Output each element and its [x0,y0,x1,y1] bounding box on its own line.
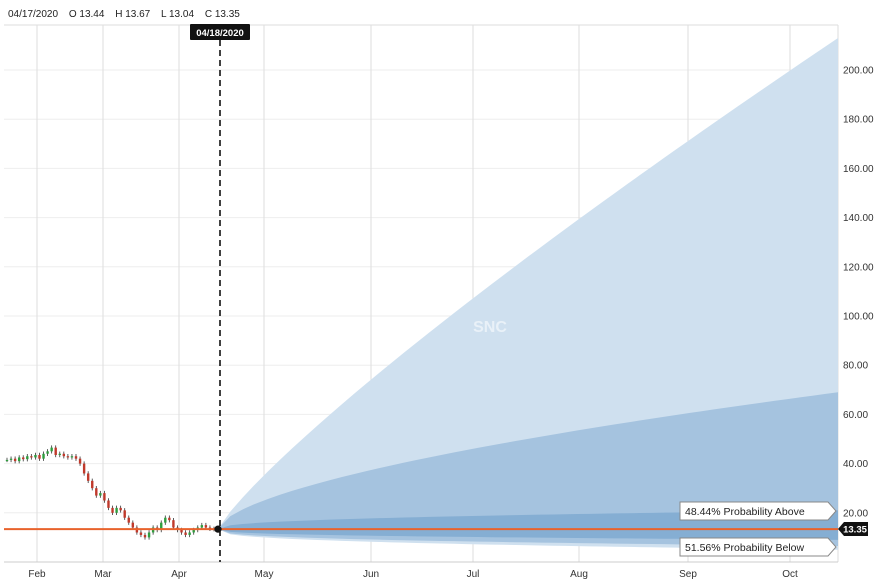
ohlc-readout: 04/17/2020 O 13.44 H 13.67 L 13.04 C 13.… [8,9,248,20]
candle-body [38,454,41,459]
x-tick-label: Apr [171,569,187,580]
candle-body [123,510,126,518]
candle-body [160,522,163,531]
prob-below-callout [679,537,837,557]
candle-body [22,457,25,460]
x-tick-label: Jul [467,569,480,580]
candle-body [131,522,135,528]
date-marker-label: 04/18/2020 [196,28,244,39]
y-axis: 20.00 40.00 60.00 80.00 100.00 120.00 140.00 16… [843,66,874,520]
x-tick-label: Oct [782,569,798,580]
candle-body [99,493,102,496]
candle-body [119,507,122,511]
candle-body [204,525,208,528]
x-tick-label: Jun [363,569,379,580]
y-tick-label: 60.00 [843,410,868,421]
y-tick-label: 20.00 [843,508,868,519]
candle-body [26,456,29,460]
y-tick-label: 200.00 [843,66,874,77]
y-tick-label: 40.00 [843,459,868,470]
ohlc-open: O 13.44 [68,9,105,20]
candle-body [58,453,61,455]
watermark: SNC [473,319,507,336]
prob-below-label: 51.56% Probability Below [685,542,804,554]
candle-body [17,457,21,462]
candle-body [62,453,66,457]
candle-body [66,456,70,458]
candle-body [50,447,53,452]
candle-body [107,500,110,508]
candle-body [115,507,118,513]
y-tick-label: 100.00 [843,312,874,323]
price-tag-label: 13.35 [843,525,867,536]
candle-body [192,530,195,533]
candle-body [139,532,143,535]
candle-body [46,451,49,454]
x-tick-label: Mar [94,569,112,580]
x-axis: Feb Mar Apr May Jun Jul Aug Sep Oct [28,569,798,580]
y-tick-label: 140.00 [843,213,874,224]
candle-body [34,454,37,458]
candle-body [95,488,98,496]
candle-body [74,456,78,459]
candle-body [78,458,82,464]
candle-body [188,532,191,535]
ohlc-high: H 13.67 [115,9,151,20]
prob-above-label: 48.44% Probability Above [685,506,805,518]
candle-body [164,517,167,523]
candle-body [143,534,147,538]
candle-body [200,525,204,528]
current-price-point[interactable] [214,525,222,533]
candle-body [70,456,74,458]
candle-body [9,458,13,460]
candle-body [91,480,94,489]
x-tick-label: Sep [679,569,697,580]
candle-body [111,507,114,513]
y-tick-label: 160.00 [843,164,874,175]
candle-body [13,458,17,462]
y-tick-label: 80.00 [843,361,868,372]
candle-body [180,530,183,533]
date-marker-tag [190,24,250,40]
candle-body [82,463,86,474]
candle-body [103,493,106,501]
candle-body [172,520,175,528]
ohlc-date: 04/17/2020 [8,9,59,20]
x-tick-label: May [255,569,274,580]
candle-body [147,532,151,538]
x-tick-label: Feb [28,569,46,580]
y-tick-label: 120.00 [843,262,874,273]
ohlc-low: L 13.04 [161,9,195,20]
candle-body [5,459,9,462]
candle-body [127,517,130,523]
candle-body [42,453,45,459]
candle-body [54,447,57,455]
probability-cone [218,38,838,550]
price-tag [838,522,868,536]
y-tick-label: 180.00 [843,115,874,126]
candle-body [184,532,187,535]
candle-body [86,473,90,481]
candle-body [168,517,171,521]
candle-body [30,456,33,458]
ohlc-close: C 13.35 [204,9,240,20]
x-tick-label: Aug [570,569,588,580]
prob-above-callout [679,501,837,521]
